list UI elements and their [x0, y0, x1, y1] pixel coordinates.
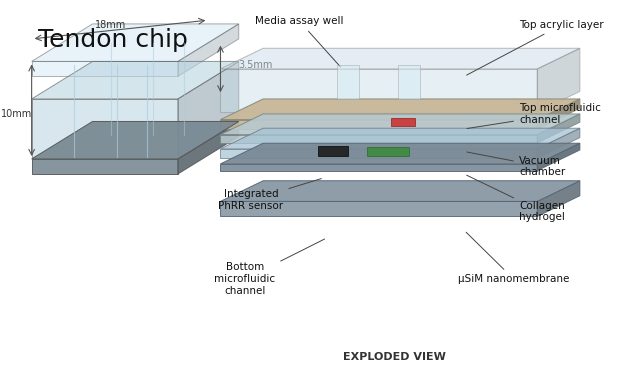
Polygon shape	[537, 114, 580, 143]
Bar	[398, 65, 420, 99]
Polygon shape	[220, 114, 580, 135]
Polygon shape	[537, 99, 580, 129]
Polygon shape	[537, 181, 580, 216]
Polygon shape	[32, 61, 178, 76]
Text: Top microfluidic
channel: Top microfluidic channel	[467, 103, 601, 129]
Polygon shape	[220, 48, 580, 69]
Text: Vacuum
chamber: Vacuum chamber	[467, 152, 565, 177]
Text: μSiM nanomembrane: μSiM nanomembrane	[458, 232, 570, 284]
Polygon shape	[32, 61, 239, 99]
Polygon shape	[220, 164, 537, 170]
Polygon shape	[220, 99, 580, 119]
Polygon shape	[220, 119, 537, 129]
Bar	[338, 65, 359, 99]
Text: Media assay well: Media assay well	[255, 16, 344, 67]
Text: Tendon chip: Tendon chip	[38, 28, 188, 52]
Polygon shape	[32, 121, 239, 159]
Text: 18mm: 18mm	[95, 20, 127, 29]
Polygon shape	[537, 143, 580, 170]
Polygon shape	[178, 24, 239, 76]
Polygon shape	[537, 128, 580, 158]
Polygon shape	[220, 128, 580, 149]
Polygon shape	[220, 143, 580, 164]
Polygon shape	[220, 135, 537, 143]
Polygon shape	[220, 69, 537, 112]
Polygon shape	[32, 24, 239, 61]
Text: Top acrylic layer: Top acrylic layer	[467, 20, 604, 75]
Polygon shape	[220, 201, 537, 216]
Polygon shape	[178, 121, 239, 174]
Bar	[367, 147, 410, 156]
Bar	[391, 118, 415, 126]
Text: EXPLODED VIEW: EXPLODED VIEW	[343, 352, 445, 362]
Polygon shape	[220, 149, 537, 158]
Polygon shape	[178, 61, 239, 159]
Text: Integrated
PhRR sensor: Integrated PhRR sensor	[219, 178, 321, 211]
Text: Bottom
microfluidic
channel: Bottom microfluidic channel	[214, 239, 324, 296]
Bar	[318, 146, 348, 156]
Polygon shape	[32, 159, 178, 174]
Text: 3.5mm: 3.5mm	[239, 60, 273, 70]
Text: 10mm: 10mm	[1, 109, 32, 119]
Text: Collagen
hydrogel: Collagen hydrogel	[467, 175, 565, 222]
Polygon shape	[220, 181, 580, 201]
Polygon shape	[537, 48, 580, 112]
Polygon shape	[32, 99, 178, 159]
